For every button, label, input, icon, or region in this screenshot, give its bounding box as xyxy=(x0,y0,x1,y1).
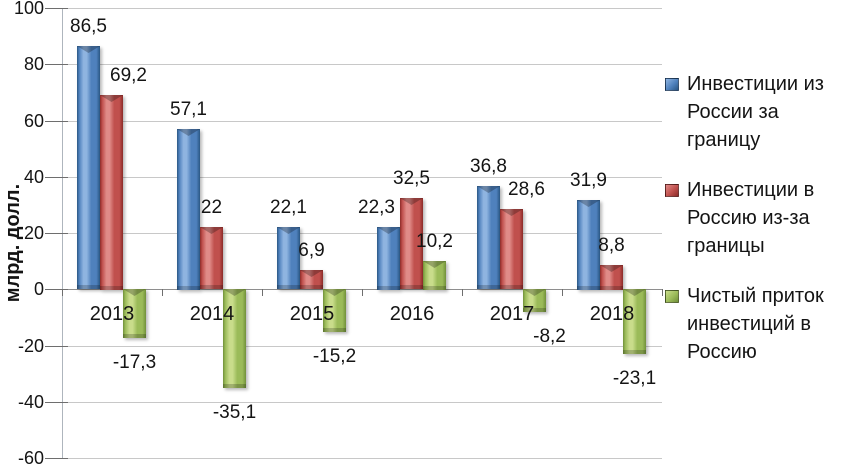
y-axis-tick-label: 100 xyxy=(13,0,44,18)
bar-investments-into-russia-2018 xyxy=(600,265,623,290)
bar-investments-into-russia-2013 xyxy=(100,95,123,290)
gridline xyxy=(62,177,662,178)
gridline xyxy=(62,458,662,459)
bar-value-investments-into-russia-2017: 28,6 xyxy=(508,179,545,200)
gridline xyxy=(62,8,662,9)
y-axis-tick xyxy=(45,289,68,290)
bar-net-inflow-into-russia-2018 xyxy=(623,289,646,354)
y-axis-tick xyxy=(45,8,68,9)
gridline xyxy=(62,233,662,234)
bar-net-inflow-into-russia-2017 xyxy=(523,289,546,312)
bar-investments-out-of-russia-2013 xyxy=(77,46,100,289)
y-axis-tick-label: -60 xyxy=(17,448,44,466)
x-axis-tick xyxy=(562,289,563,296)
y-axis-tick-label: 20 xyxy=(23,223,44,243)
y-axis-tick xyxy=(45,177,68,178)
bar-investments-out-of-russia-2014 xyxy=(177,129,200,290)
bar-value-investments-out-of-russia-2015: 22,1 xyxy=(270,197,307,218)
y-axis-tick xyxy=(45,233,68,234)
bar-value-investments-out-of-russia-2013: 86,5 xyxy=(70,16,107,37)
bar-investments-out-of-russia-2018 xyxy=(577,200,600,290)
bar-value-net-inflow-into-russia-2016: 10,2 xyxy=(416,231,453,252)
x-axis-category-label: 2015 xyxy=(289,303,335,325)
bar-value-investments-out-of-russia-2014: 57,1 xyxy=(170,99,207,120)
x-axis-tick xyxy=(362,289,363,296)
bar-net-inflow-into-russia-2013 xyxy=(123,289,146,338)
bar-investments-into-russia-2017 xyxy=(500,209,523,289)
bar-investments-into-russia-2015 xyxy=(300,270,323,289)
bar-net-inflow-into-russia-2014 xyxy=(223,289,246,388)
bar-value-investments-into-russia-2013: 69,2 xyxy=(110,65,147,86)
y-axis-tick xyxy=(45,121,68,122)
bar-investments-out-of-russia-2017 xyxy=(477,186,500,289)
bar-investments-into-russia-2014 xyxy=(200,227,223,289)
gridline xyxy=(62,346,662,347)
bar-value-net-inflow-into-russia-2018: -23,1 xyxy=(612,368,657,389)
y-axis-tick xyxy=(45,458,68,459)
y-axis-tick xyxy=(45,64,68,65)
x-axis-category-label: 2013 xyxy=(89,303,135,325)
bar-net-inflow-into-russia-2015 xyxy=(323,289,346,332)
x-axis-category-label: 2017 xyxy=(489,303,535,325)
x-axis-category-label: 2018 xyxy=(589,303,635,325)
bar-value-investments-into-russia-2015: 6,9 xyxy=(298,240,325,261)
bar-value-investments-into-russia-2014: 22 xyxy=(200,197,223,218)
gridline xyxy=(62,64,662,65)
bar-value-investments-into-russia-2018: 8,8 xyxy=(598,235,625,256)
bar-investments-out-of-russia-2015 xyxy=(277,227,300,289)
bar-investments-into-russia-2016 xyxy=(400,198,423,289)
gridline xyxy=(62,402,662,403)
y-axis-tick-label: 60 xyxy=(23,111,44,131)
x-axis-tick xyxy=(62,289,63,296)
x-axis-category-label: 2014 xyxy=(189,303,235,325)
y-axis-tick-label: -20 xyxy=(17,336,44,356)
x-axis-tick xyxy=(162,289,163,296)
bar-value-investments-out-of-russia-2018: 31,9 xyxy=(570,170,607,191)
x-axis-tick xyxy=(662,289,663,296)
bar-value-investments-into-russia-2016: 32,5 xyxy=(393,168,430,189)
bar-value-net-inflow-into-russia-2017: -8,2 xyxy=(533,326,566,347)
y-axis-tick-label: 0 xyxy=(33,279,44,299)
bar-value-net-inflow-into-russia-2015: -15,2 xyxy=(312,346,357,367)
bar-investments-out-of-russia-2016 xyxy=(377,227,400,290)
x-axis-category-label: 2016 xyxy=(389,303,435,325)
y-axis-tick-label: 40 xyxy=(23,167,44,187)
y-axis-tick-label: 80 xyxy=(23,54,44,74)
x-axis-tick xyxy=(462,289,463,296)
bar-value-investments-out-of-russia-2017: 36,8 xyxy=(470,156,507,177)
y-axis-tick xyxy=(45,346,68,347)
bar-value-net-inflow-into-russia-2013: -17,3 xyxy=(112,352,157,373)
bar-net-inflow-into-russia-2016 xyxy=(423,261,446,290)
y-axis-tick-label: -40 xyxy=(17,392,44,412)
bar-value-investments-out-of-russia-2016: 22,3 xyxy=(358,197,395,218)
bar-value-net-inflow-into-russia-2014: -35,1 xyxy=(212,402,257,423)
y-axis-tick xyxy=(45,402,68,403)
gridline xyxy=(62,121,662,122)
x-axis-tick xyxy=(262,289,263,296)
